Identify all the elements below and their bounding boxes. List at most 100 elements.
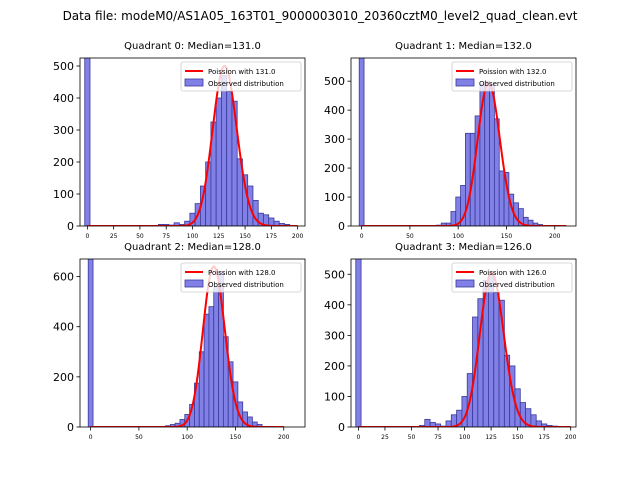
x-tick-label: 25 (110, 233, 118, 240)
subplot-title: Quadrant 2: Median=128.0 (124, 242, 261, 253)
legend-label-observed: Observed distribution (479, 80, 555, 88)
axes-frame (350, 258, 577, 428)
legend-box (451, 61, 573, 92)
histogram-bar (489, 83, 495, 226)
y-tick-label: 100 (324, 191, 345, 204)
y-tick-label: 100 (324, 390, 345, 403)
x-tick-label: 0 (357, 434, 361, 441)
x-axis: 0 25 50 75 100 125 150 175 200 (357, 427, 577, 441)
legend-label-observed: Observed distribution (479, 281, 555, 289)
y-tick-label: 600 (53, 271, 74, 284)
x-axis: 0 25 50 75 100 125 150 175 200 (85, 226, 304, 240)
legend: Poission with 132.0 Observed distribution (451, 61, 573, 92)
x-tick-label: 175 (266, 233, 278, 240)
legend-bar-swatch (184, 78, 204, 87)
axes-frame (79, 258, 306, 428)
x-tick-label: 150 (512, 434, 524, 441)
histogram-bar (226, 91, 233, 226)
y-axis: 0 100 200 300 400 500 (324, 75, 351, 233)
x-tick-label: 75 (162, 233, 170, 240)
x-tick-label: 75 (434, 434, 442, 441)
legend-label-poisson: Poission with 128.0 (208, 269, 276, 277)
y-tick-label: 300 (324, 133, 345, 146)
x-tick-label: 100 (181, 434, 193, 441)
y-tick-label: 500 (324, 75, 345, 88)
poisson-curve (90, 265, 284, 427)
subplot-grid: Quadrant 0: Median=131.0 0 25 50 75 100 125 150… (53, 41, 577, 441)
x-tick-label: 200 (292, 233, 304, 240)
x-axis: 0 50 100 150 200 (89, 427, 290, 441)
x-tick-label: 100 (459, 434, 471, 441)
x-tick-label: 200 (278, 434, 290, 441)
y-tick-label: 0 (338, 421, 345, 434)
y-tick-label: 400 (324, 104, 345, 117)
subplot-quadrant-3: Quadrant 3: Median=126.0 0 25 50 75 100 125 150… (324, 242, 577, 441)
y-tick-label: 0 (338, 220, 345, 233)
subplot-title: Quadrant 3: Median=126.0 (395, 242, 532, 253)
x-tick-label: 100 (452, 233, 464, 240)
y-axis: 0 100 200 300 400 500 (53, 60, 80, 233)
x-tick-label: 150 (230, 434, 242, 441)
histogram-bar (358, 58, 365, 226)
y-tick-label: 0 (67, 421, 74, 434)
histogram-bar (84, 58, 91, 226)
y-tick-label: 300 (53, 124, 74, 137)
y-tick-label: 200 (324, 360, 345, 373)
x-tick-label: 125 (213, 233, 225, 240)
x-tick-label: 25 (381, 434, 389, 441)
subplot-quadrant-1: Quadrant 1: Median=132.0 0 50 100 150 200 0 100… (324, 41, 577, 240)
axes-frame (350, 57, 577, 227)
y-tick-label: 400 (324, 299, 345, 312)
histogram-bar (213, 286, 219, 427)
legend-box (180, 262, 302, 293)
y-tick-label: 500 (324, 268, 345, 281)
histogram-bar (488, 273, 495, 427)
x-tick-label: 200 (565, 434, 577, 441)
histogram-bar (484, 80, 490, 226)
subplot-quadrant-2: Quadrant 2: Median=128.0 0 50 100 150 200 0 200… (53, 242, 306, 441)
subplot-quadrant-0: Quadrant 0: Median=131.0 0 25 50 75 100 125 150… (53, 41, 306, 240)
y-tick-label: 300 (324, 329, 345, 342)
histogram-bar (493, 292, 500, 427)
legend-bar-swatch (455, 78, 475, 87)
legend-label-poisson: Poission with 132.0 (479, 68, 547, 76)
y-tick-label: 100 (53, 188, 74, 201)
x-tick-label: 0 (360, 233, 364, 240)
legend-label-observed: Observed distribution (208, 80, 284, 88)
x-tick-label: 50 (408, 434, 416, 441)
x-tick-label: 50 (136, 233, 144, 240)
figure-suptitle: Data file: modeM0/AS1A05_163T01_90000030… (63, 9, 578, 23)
y-tick-label: 200 (324, 162, 345, 175)
histogram-bar (355, 259, 362, 427)
x-tick-label: 125 (485, 434, 497, 441)
y-tick-label: 500 (53, 60, 74, 73)
y-axis: 0 200 400 600 (53, 271, 80, 434)
y-tick-label: 200 (53, 156, 74, 169)
legend-box (180, 61, 302, 92)
y-axis: 0 100 200 300 400 500 (324, 268, 351, 434)
histogram-bar (450, 211, 457, 226)
histogram-bar (498, 170, 505, 226)
y-tick-label: 200 (53, 371, 74, 384)
y-tick-label: 0 (67, 220, 74, 233)
x-axis: 0 50 100 150 200 (360, 226, 561, 240)
legend-label-poisson: Poission with 131.0 (208, 68, 276, 76)
x-tick-label: 150 (239, 233, 251, 240)
legend: Poission with 131.0 Observed distribution (180, 61, 302, 92)
x-tick-label: 150 (501, 233, 513, 240)
y-tick-label: 400 (53, 92, 74, 105)
subplot-title: Quadrant 1: Median=132.0 (395, 41, 532, 52)
subplot-title: Quadrant 0: Median=131.0 (124, 41, 261, 52)
legend-bar-swatch (455, 279, 475, 288)
x-tick-label: 200 (549, 233, 561, 240)
legend-box (451, 262, 573, 293)
x-tick-label: 50 (406, 233, 414, 240)
x-tick-label: 100 (187, 233, 199, 240)
legend: Poission with 126.0 Observed distribution (451, 262, 573, 293)
histogram-bar (424, 418, 431, 427)
legend-label-observed: Observed distribution (208, 281, 284, 289)
x-tick-label: 0 (85, 233, 89, 240)
histogram-bar (215, 97, 222, 226)
legend: Poission with 128.0 Observed distribution (180, 262, 302, 293)
x-tick-label: 0 (89, 434, 93, 441)
